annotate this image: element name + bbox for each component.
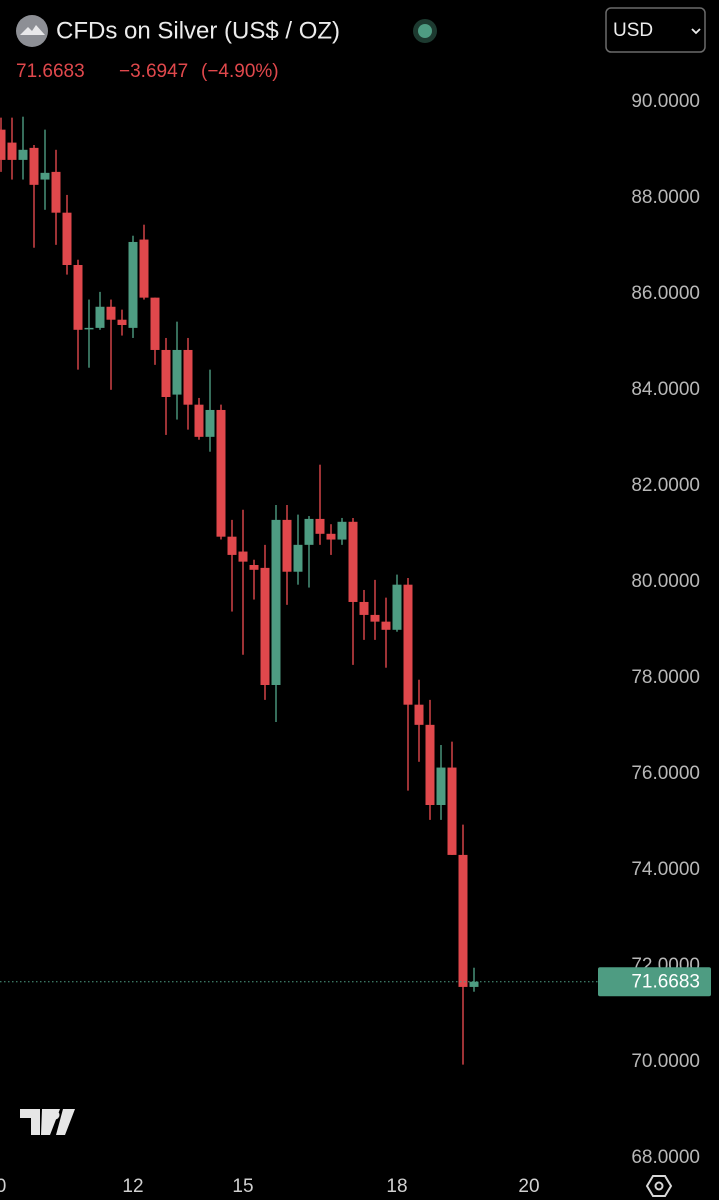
candle-body bbox=[348, 521, 358, 602]
price-change: −3.6947 bbox=[119, 61, 188, 82]
candle-body bbox=[425, 724, 435, 805]
plot-area bbox=[0, 116, 479, 1065]
candle-body bbox=[161, 349, 171, 397]
chart-title: CFDs on Silver (US$ / OZ) bbox=[56, 17, 340, 44]
dropdown-arrow bbox=[691, 28, 701, 35]
x-tick-label: 12 bbox=[122, 1176, 143, 1197]
y-tick-label: 76.0000 bbox=[631, 763, 700, 784]
candle-body bbox=[18, 149, 28, 160]
y-tick-label: 74.0000 bbox=[631, 859, 700, 880]
candle-body bbox=[458, 854, 468, 987]
candle-body bbox=[117, 319, 127, 325]
candle-body bbox=[183, 349, 193, 405]
candle-body bbox=[106, 306, 116, 320]
candle-body bbox=[447, 767, 457, 855]
axes: 68.000070.000072.000074.000076.000078.00… bbox=[0, 91, 711, 1197]
currency-label[interactable]: USD bbox=[613, 20, 653, 41]
candle-body bbox=[238, 551, 248, 562]
y-tick-label: 82.0000 bbox=[631, 475, 700, 496]
candle-body bbox=[469, 981, 479, 987]
candle-body bbox=[172, 349, 182, 395]
candle-body bbox=[304, 518, 314, 545]
candle-body bbox=[194, 404, 204, 437]
settings-icon[interactable] bbox=[645, 1175, 673, 1197]
last-price-tag bbox=[598, 967, 711, 997]
last-price: 71.6683 bbox=[16, 61, 85, 82]
candle-body bbox=[205, 409, 215, 437]
candle-body bbox=[436, 767, 446, 805]
x-tick-label: 15 bbox=[232, 1176, 253, 1197]
candle-body bbox=[315, 518, 325, 534]
candle-body bbox=[326, 533, 336, 540]
candle-body bbox=[249, 565, 259, 570]
y-tick-label: 70.0000 bbox=[631, 1051, 700, 1072]
candle-body bbox=[337, 521, 347, 540]
x-tick-label: 20 bbox=[518, 1176, 539, 1197]
candle-body bbox=[139, 239, 149, 298]
status-dot bbox=[418, 24, 432, 38]
candle-body bbox=[414, 704, 424, 725]
candle-body bbox=[403, 584, 413, 705]
candle-body bbox=[40, 172, 50, 180]
candle-body bbox=[73, 265, 83, 330]
last-price-tag-label: 71.6683 bbox=[631, 972, 700, 993]
y-tick-label: 68.0000 bbox=[631, 1147, 700, 1168]
candle-body bbox=[271, 519, 281, 685]
candle-body bbox=[0, 129, 6, 160]
candle-body bbox=[62, 212, 72, 265]
currency-select[interactable] bbox=[605, 7, 706, 53]
candle-body bbox=[370, 614, 380, 622]
candle-body bbox=[29, 147, 39, 185]
symbol-icon-glyph bbox=[20, 25, 45, 35]
candle-body bbox=[7, 142, 17, 160]
candle-body bbox=[95, 306, 105, 328]
settings-icon-center bbox=[654, 1181, 664, 1191]
candle-body bbox=[359, 601, 369, 615]
candle-body bbox=[381, 621, 391, 630]
tradingview-logo-dot bbox=[50, 1110, 60, 1120]
y-tick-label: 90.0000 bbox=[631, 91, 700, 112]
candle-body bbox=[282, 519, 292, 572]
y-tick-label: 80.0000 bbox=[631, 571, 700, 592]
candle-body bbox=[293, 544, 303, 572]
candle-body bbox=[84, 327, 94, 330]
y-tick-label: 86.0000 bbox=[631, 283, 700, 304]
price-change-percent: (−4.90%) bbox=[201, 61, 279, 82]
x-tick-label: 18 bbox=[386, 1176, 407, 1197]
candle-body bbox=[216, 409, 226, 537]
candle-body bbox=[128, 241, 138, 328]
tradingview-logo bbox=[20, 1109, 75, 1135]
y-tick-label: 88.0000 bbox=[631, 187, 700, 208]
x-tick-label: 0 bbox=[0, 1176, 6, 1197]
candle-body bbox=[392, 584, 402, 630]
y-tick-label: 84.0000 bbox=[631, 379, 700, 400]
candle-body bbox=[260, 567, 270, 685]
y-tick-label: 78.0000 bbox=[631, 667, 700, 688]
candle-body bbox=[51, 171, 61, 213]
candle-body bbox=[150, 297, 160, 350]
candle-body bbox=[227, 536, 237, 555]
